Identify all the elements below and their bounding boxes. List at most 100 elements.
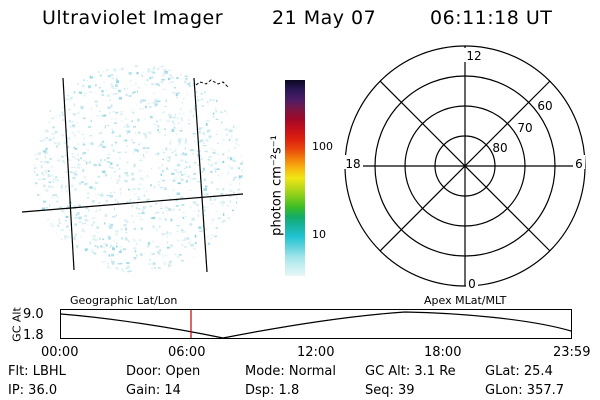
emission-speckle (179, 108, 182, 111)
emission-speckle (217, 252, 219, 256)
emission-speckle (188, 85, 191, 88)
emission-speckle (229, 157, 233, 161)
emission-speckle (120, 110, 124, 113)
emission-speckle (88, 91, 92, 93)
emission-speckle (222, 160, 225, 164)
emission-speckle (184, 264, 188, 266)
emission-speckle (33, 233, 36, 235)
emission-speckle (176, 225, 180, 227)
colorbar-gradient (285, 80, 305, 276)
emission-speckle (132, 109, 135, 111)
emission-speckle (93, 163, 95, 166)
emission-speckle (115, 84, 118, 87)
emission-speckle (202, 133, 205, 135)
emission-speckle (90, 65, 93, 68)
emission-speckle (133, 247, 137, 249)
emission-speckle (187, 119, 191, 121)
emission-speckle (158, 253, 162, 256)
emission-speckle (31, 69, 32, 71)
emission-speckle (121, 120, 123, 123)
emission-speckle (171, 151, 174, 154)
emission-speckle (107, 154, 111, 156)
emission-speckle (227, 149, 231, 152)
emission-speckle (115, 181, 119, 184)
emission-speckle (224, 110, 228, 112)
emission-speckle (207, 101, 209, 103)
emission-speckle (48, 121, 52, 124)
emission-speckle (218, 242, 220, 245)
emission-speckle (222, 153, 225, 156)
emission-speckle (157, 100, 161, 102)
emission-speckle (74, 173, 78, 176)
emission-speckle (114, 208, 115, 210)
emission-speckle (42, 150, 47, 153)
xtick-0600: 06:00 (168, 345, 206, 360)
emission-speckle (52, 194, 55, 196)
emission-speckle (150, 184, 152, 187)
emission-speckle (65, 215, 69, 218)
emission-speckle (209, 99, 212, 102)
emission-speckle (71, 184, 74, 188)
emission-speckle (209, 85, 213, 89)
emission-speckle (126, 145, 128, 148)
emission-speckle (35, 182, 38, 185)
emission-speckle (241, 169, 243, 172)
emission-speckle (148, 273, 151, 275)
emission-speckle (146, 175, 149, 178)
emission-speckle (144, 134, 147, 137)
emission-speckle (204, 150, 208, 153)
emission-speckle (105, 89, 108, 91)
emission-speckle (131, 178, 135, 181)
emission-speckle (91, 248, 94, 251)
emission-speckle (138, 208, 141, 210)
emission-speckle (182, 98, 185, 100)
emission-speckle (176, 239, 180, 242)
altitude-curve (60, 311, 572, 339)
emission-speckle (129, 199, 131, 202)
emission-speckle (168, 232, 172, 235)
emission-speckle (198, 127, 202, 131)
emission-speckle (70, 96, 73, 99)
emission-speckle (241, 101, 243, 104)
emission-speckle (103, 81, 106, 84)
emission-speckle (211, 271, 214, 273)
emission-speckle (35, 80, 38, 83)
emission-speckle (219, 255, 223, 257)
emission-speckle (226, 111, 228, 114)
emission-speckle (142, 209, 145, 212)
emission-speckle (242, 186, 243, 190)
emission-speckle (70, 260, 73, 263)
emission-speckle (44, 244, 46, 246)
emission-speckle (169, 115, 172, 119)
emission-speckle (102, 71, 105, 73)
emission-speckle (242, 201, 243, 203)
emission-speckle (109, 246, 111, 248)
emission-speckle (236, 115, 238, 118)
emission-speckle (207, 70, 211, 72)
emission-speckle (157, 128, 159, 132)
emission-speckle (84, 222, 86, 224)
emission-speckle (82, 223, 84, 225)
emission-speckle (207, 139, 209, 142)
emission-speckle (76, 122, 79, 124)
emission-speckle (220, 202, 223, 205)
emission-speckle (162, 179, 165, 182)
emission-speckle (55, 195, 58, 197)
emission-speckle (98, 87, 102, 89)
emission-speckle (234, 229, 236, 232)
emission-speckle (41, 237, 44, 240)
emission-speckle (221, 220, 224, 224)
emission-speckle (64, 100, 66, 102)
emission-speckle (165, 99, 167, 102)
emission-speckle (241, 75, 243, 79)
emission-speckle (221, 143, 223, 145)
emission-speckle (48, 78, 51, 82)
emission-speckle (217, 217, 221, 219)
emission-speckle (135, 215, 138, 217)
emission-speckle (98, 202, 101, 204)
emission-speckle (165, 255, 167, 257)
emission-speckle (61, 111, 63, 114)
emission-speckle (216, 261, 220, 265)
emission-speckle (64, 260, 68, 262)
emission-speckle (52, 117, 55, 119)
